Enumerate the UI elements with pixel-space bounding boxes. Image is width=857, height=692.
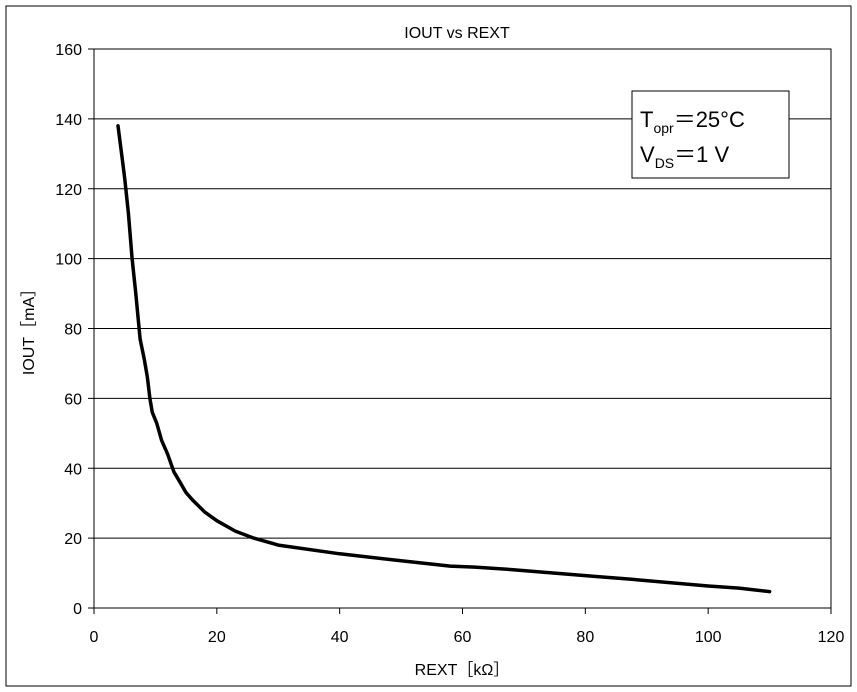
- y-tick-label: 80: [64, 322, 82, 339]
- series-line: [116, 124, 772, 594]
- y-tick-label: 20: [64, 531, 82, 548]
- annotation-line-2: VDS＝1 V: [640, 142, 729, 171]
- annotation-temp-symbol: T: [640, 107, 653, 132]
- x-tick-label: 100: [695, 629, 722, 646]
- annotation-line-1: Topr＝25°C: [640, 107, 745, 136]
- annotation-temp-subscript: opr: [653, 120, 674, 136]
- annotation-voltage-symbol: V: [640, 142, 655, 167]
- y-tick-label: 120: [55, 182, 82, 199]
- annotation-voltage-subscript: DS: [655, 155, 674, 171]
- condition-annotation: Topr＝25°C VDS＝1 V: [631, 90, 790, 179]
- y-axis-label: IOUT［mA］: [20, 281, 38, 375]
- y-tick-label: 160: [55, 42, 82, 59]
- y-tick-label: 140: [55, 112, 82, 129]
- x-tick-label: 60: [454, 629, 472, 646]
- y-tick-label: 100: [55, 252, 82, 269]
- x-tick-label: 40: [331, 629, 349, 646]
- x-tick-label: 0: [90, 629, 99, 646]
- y-tick-label: 60: [64, 391, 82, 408]
- x-tick-label: 20: [208, 629, 226, 646]
- series-layer: [116, 124, 772, 594]
- y-tick-label: 40: [64, 461, 82, 478]
- x-tick-label: 80: [576, 629, 594, 646]
- annotation-voltage-value: ＝1 V: [674, 142, 729, 167]
- x-axis-label: REXT［kΩ］: [415, 661, 510, 679]
- chart-title: IOUT vs REXT: [404, 25, 510, 42]
- annotation-box: [631, 90, 790, 179]
- y-tick-label: 0: [73, 601, 82, 618]
- annotation-temp-value: ＝25°C: [674, 107, 745, 132]
- axis-ticks: 0 20 40 60 80 100 120 140 160 0 20 40 60 80 100 120: [55, 42, 844, 646]
- x-tick-label: 120: [818, 629, 845, 646]
